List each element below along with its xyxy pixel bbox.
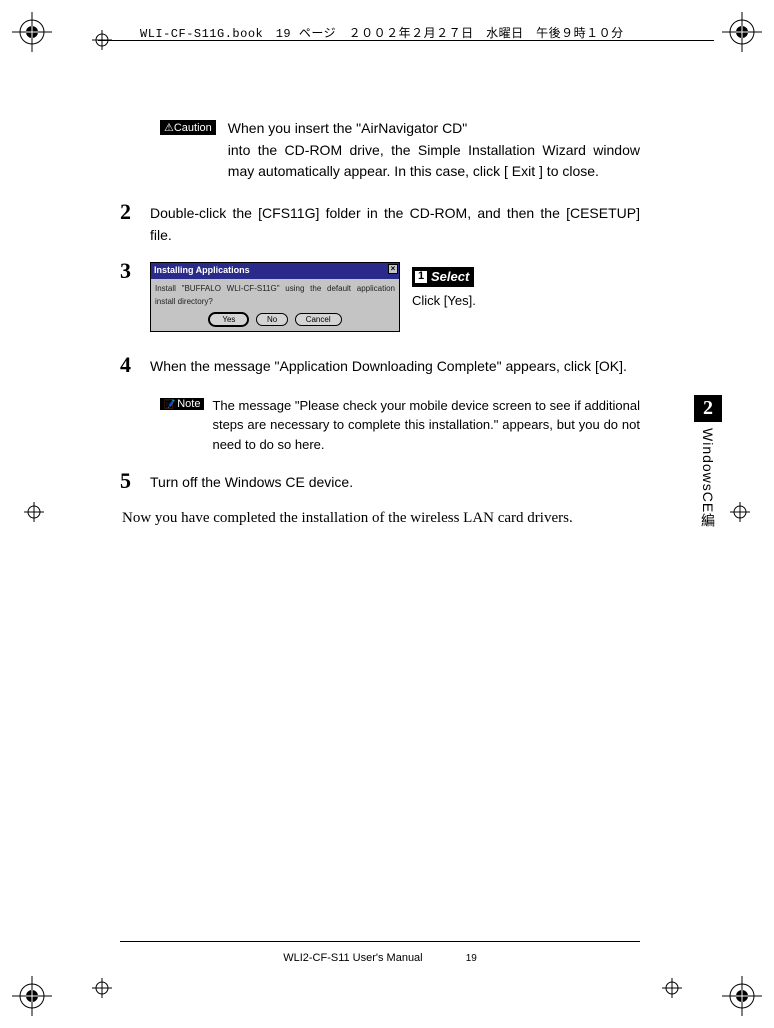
footer-rule — [120, 941, 640, 942]
step-text: Turn off the Windows CE device. — [150, 472, 640, 494]
footer-manual: WLI2-CF-S11 User's Manual — [283, 952, 422, 964]
note-text: The message "Please check your mobile de… — [212, 396, 640, 455]
step-number: 4 — [120, 354, 150, 376]
no-button[interactable]: No — [256, 313, 288, 326]
caution-line1: When you insert the "AirNavigator CD" — [228, 120, 467, 136]
select-label: Select — [431, 267, 469, 287]
crop-mark-icon — [12, 976, 52, 1016]
step-text: Double-click the [CFS11G] folder in the … — [150, 203, 640, 246]
caution-block: ⚠Caution When you insert the "AirNavigat… — [160, 118, 640, 183]
caution-text: When you insert the "AirNavigator CD" in… — [228, 118, 640, 183]
tick-icon — [22, 500, 46, 524]
step-3: 3 Installing Applications × Install "BUF… — [120, 262, 640, 332]
footer: WLI2-CF-S11 User's Manual 19 — [120, 941, 640, 964]
dialog-titlebar: Installing Applications × — [151, 263, 399, 279]
note-block: Note The message "Please check your mobi… — [160, 396, 640, 455]
step-number: 3 — [120, 260, 150, 282]
crop-mark-icon — [722, 976, 762, 1016]
step-5: 5 Turn off the Windows CE device. — [120, 472, 640, 494]
yes-button[interactable]: Yes — [208, 312, 249, 327]
tick-icon — [90, 976, 114, 1000]
caution-line2: into the CD-ROM drive, the Simple Instal… — [228, 142, 640, 180]
caution-badge: ⚠Caution — [160, 120, 216, 135]
content-area: ⚠Caution When you insert the "AirNavigat… — [120, 118, 640, 527]
dialog-body-text: Install "BUFFALO WLI-CF-S11G" using the … — [151, 279, 399, 310]
note-badge: Note — [160, 398, 204, 410]
crop-mark-icon — [722, 12, 762, 52]
select-step-number: 1 — [414, 270, 428, 284]
step-number: 5 — [120, 470, 150, 492]
callout: 1 Select Click [Yes]. — [412, 262, 476, 311]
step3-body: Installing Applications × Install "BUFFA… — [150, 262, 640, 332]
section-tab-label: WindowsCE編 — [698, 422, 718, 528]
footer-page: 19 — [466, 953, 477, 964]
step-number: 2 — [120, 201, 150, 223]
step-text: When the message "Application Downloadin… — [150, 356, 640, 378]
section-tab-number: 2 — [694, 395, 722, 422]
running-head: WLI-CF-S11G.book 19 ページ ２００２年２月２７日 水曜日 午… — [140, 24, 624, 41]
closing-text: Now you have completed the installation … — [122, 510, 640, 527]
close-icon[interactable]: × — [388, 264, 398, 274]
install-dialog: Installing Applications × Install "BUFFA… — [150, 262, 400, 332]
page: WLI-CF-S11G.book 19 ページ ２００２年２月２７日 水曜日 午… — [0, 0, 774, 1028]
step-2: 2 Double-click the [CFS11G] folder in th… — [120, 203, 640, 246]
tick-icon — [728, 500, 752, 524]
section-tab: 2 WindowsCE編 — [694, 395, 722, 528]
crop-mark-icon — [12, 12, 52, 52]
cancel-button[interactable]: Cancel — [295, 313, 342, 326]
step-4: 4 When the message "Application Download… — [120, 356, 640, 378]
select-badge: 1 Select — [412, 267, 474, 287]
tick-icon — [660, 976, 684, 1000]
callout-text: Click [Yes]. — [412, 291, 476, 311]
dialog-buttons: Yes No Cancel — [151, 310, 399, 331]
dialog-title-text: Installing Applications — [154, 265, 250, 275]
